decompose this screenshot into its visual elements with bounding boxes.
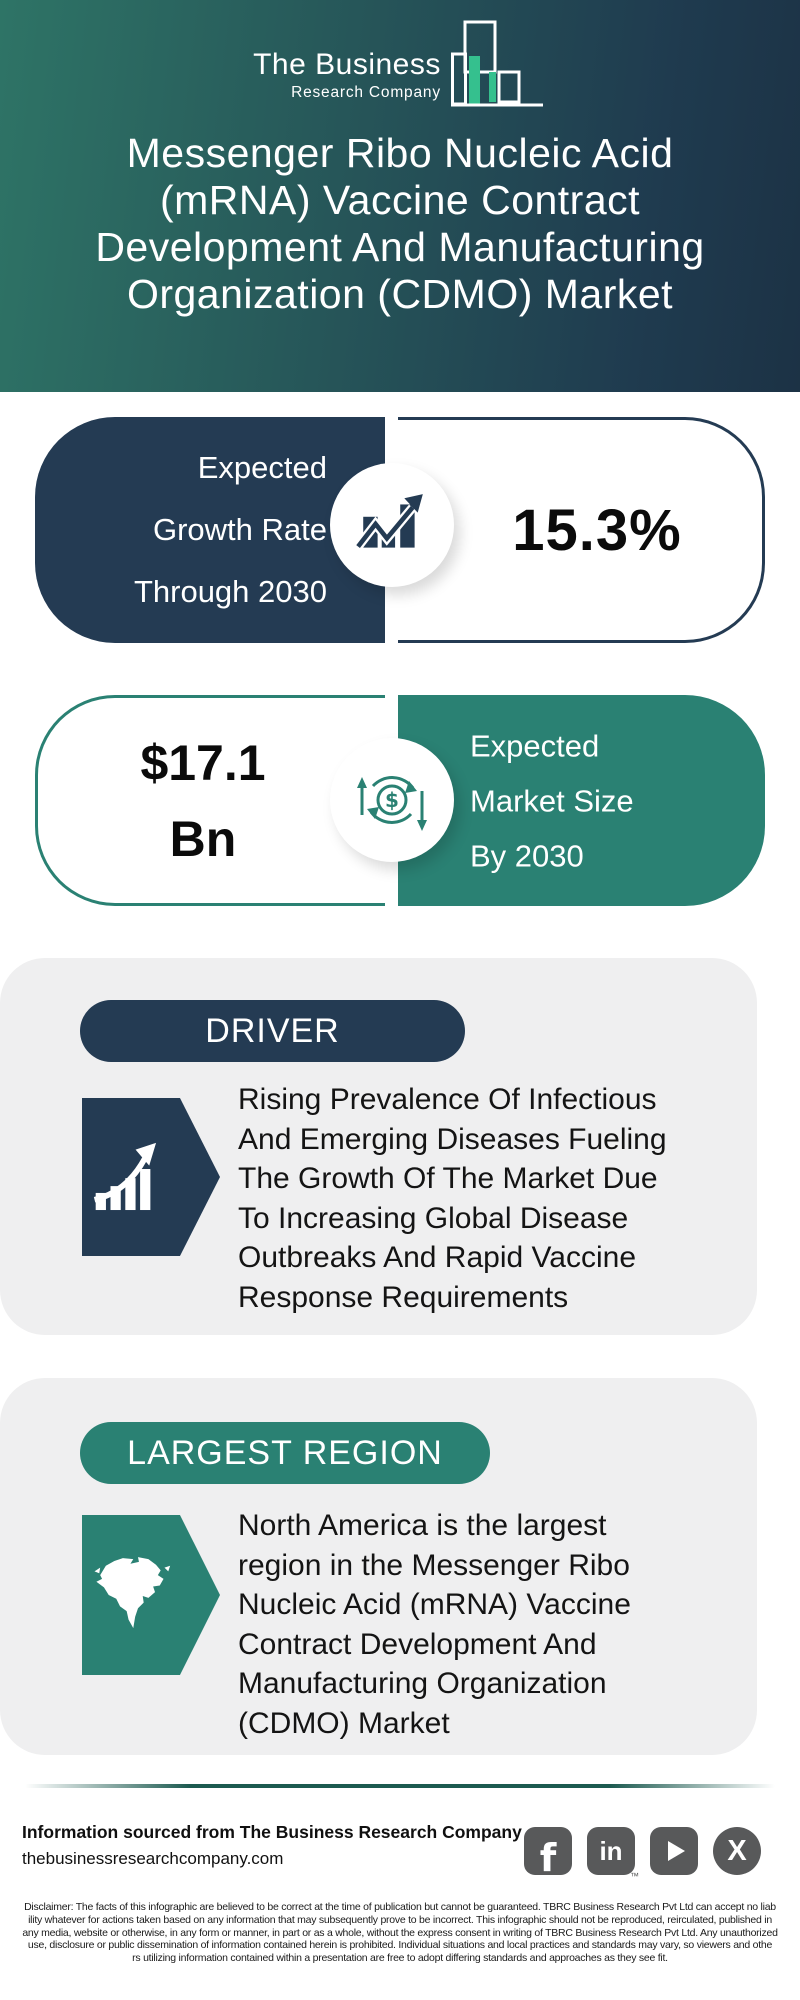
money-exchange-icon: $ bbox=[330, 738, 454, 862]
driver-text-line: The Growth Of The Market Due bbox=[238, 1162, 658, 1195]
largest-region-text: North America is the largest region in t… bbox=[238, 1506, 631, 1743]
social-icons: f in ™ X bbox=[524, 1827, 761, 1881]
market-size-value: $17.1 bbox=[140, 734, 266, 791]
disclaimer-line: any media, website or otherwise, in any … bbox=[22, 1926, 778, 1939]
region-text-line: Nucleic Acid (mRNA) Vaccine bbox=[238, 1588, 631, 1621]
driver-text-line: Rising Prevalence Of Infectious bbox=[238, 1083, 657, 1116]
market-label-line: By 2030 bbox=[470, 838, 584, 873]
driver-text-line: And Emerging Diseases Fueling bbox=[238, 1122, 667, 1156]
growth-trend-chart-icon bbox=[355, 494, 423, 550]
market-label-line: Expected bbox=[470, 728, 600, 763]
company-website-link[interactable]: thebusinessresearchcompany.com bbox=[22, 1849, 284, 1868]
market-label-line: Market Size bbox=[470, 783, 634, 818]
largest-region-section: LARGEST REGION North America is the larg… bbox=[0, 1378, 757, 1755]
disclaimer-line: rs utilizing information contained withi… bbox=[132, 1952, 668, 1965]
north-america-map-icon bbox=[94, 1557, 171, 1629]
play-triangle-icon bbox=[667, 1841, 685, 1861]
logo-name: The Business bbox=[253, 48, 441, 81]
region-text-line: North America is the largest bbox=[238, 1509, 607, 1542]
growth-label-line: Through 2030 bbox=[133, 574, 327, 609]
infographic-title: Messenger Ribo Nucleic Acid (mRNA) Vacci… bbox=[0, 130, 800, 318]
facebook-icon[interactable]: f bbox=[524, 1827, 572, 1875]
header-banner: The Business Research Company Messenger … bbox=[0, 0, 800, 392]
title-line: Messenger Ribo Nucleic Acid bbox=[126, 130, 674, 176]
region-text-line: Contract Development And bbox=[238, 1627, 597, 1661]
largest-region-heading-pill: LARGEST REGION bbox=[80, 1422, 490, 1484]
largest-region-heading: LARGEST REGION bbox=[127, 1433, 443, 1472]
youtube-icon[interactable] bbox=[650, 1827, 698, 1875]
driver-heading: DRIVER bbox=[205, 1011, 340, 1050]
growth-trend-chart-icon bbox=[330, 463, 454, 587]
disclaimer-line: ility whatever for actions taken based o… bbox=[28, 1913, 772, 1926]
company-logo: The Business Research Company bbox=[0, 16, 800, 108]
region-text-line: (CDMO) Market bbox=[238, 1706, 450, 1740]
market-size-unit: Bn bbox=[169, 810, 237, 867]
bar-chart-growth-icon bbox=[82, 1098, 220, 1256]
driver-text-line: Outbreaks And Rapid Vaccine bbox=[238, 1241, 637, 1274]
driver-text-line: To Increasing Global Disease bbox=[238, 1201, 629, 1235]
growth-rate-label-panel: Expected Growth Rate Through 2030 bbox=[35, 417, 385, 643]
title-line: (mRNA) Vaccine Contract bbox=[159, 177, 641, 223]
disclaimer-line: Disclaimer: The facts of this infographi… bbox=[24, 1901, 776, 1913]
footer-divider bbox=[25, 1784, 775, 1788]
growth-rate-value: 15.3% bbox=[512, 497, 682, 563]
title-line: Development And Manufacturing bbox=[95, 224, 705, 270]
disclaimer-line: use, disclosure or public dissemination … bbox=[27, 1939, 773, 1952]
region-text-line: region in the Messenger Ribo bbox=[238, 1548, 630, 1582]
driver-text: Rising Prevalence Of Infectious And Emer… bbox=[238, 1080, 667, 1317]
logo-bar-chart-icon bbox=[450, 20, 543, 107]
driver-section: DRIVER Rising Prevalence Of Infectious A… bbox=[0, 958, 757, 1335]
title-line: Organization (CDMO) Market bbox=[126, 271, 674, 317]
market-size-value-panel: $17.1 Bn bbox=[35, 695, 385, 906]
logo-subname: Research Company bbox=[291, 84, 441, 101]
disclaimer-text: Disclaimer: The facts of this infographi… bbox=[8, 1901, 792, 1965]
driver-text-line: Response Requirements bbox=[238, 1280, 569, 1314]
market-size-label-panel: Expected Market Size By 2030 bbox=[398, 695, 765, 906]
growth-rate-value-panel: 15.3% bbox=[398, 417, 765, 643]
source-attribution: Information sourced from The Business Re… bbox=[22, 1822, 522, 1842]
linkedin-icon[interactable]: in ™ bbox=[587, 1827, 639, 1881]
growth-label-line: Expected bbox=[197, 450, 327, 485]
growth-rate-card: Expected Growth Rate Through 2030 15.3% bbox=[35, 417, 765, 643]
x-twitter-icon[interactable]: X bbox=[713, 1827, 761, 1875]
svg-text:$: $ bbox=[385, 788, 399, 812]
region-text-line: Manufacturing Organization bbox=[238, 1667, 607, 1700]
growth-label-line: Growth Rate bbox=[152, 512, 327, 547]
north-america-map-icon bbox=[82, 1515, 220, 1675]
driver-heading-pill: DRIVER bbox=[80, 1000, 465, 1062]
bar-chart-growth-icon bbox=[93, 1142, 157, 1211]
money-exchange-icon: $ bbox=[357, 776, 427, 831]
market-size-card: $17.1 Bn Expected Market Size By 2030 $ bbox=[35, 695, 765, 906]
trademark-symbol: ™ bbox=[630, 1871, 639, 1881]
